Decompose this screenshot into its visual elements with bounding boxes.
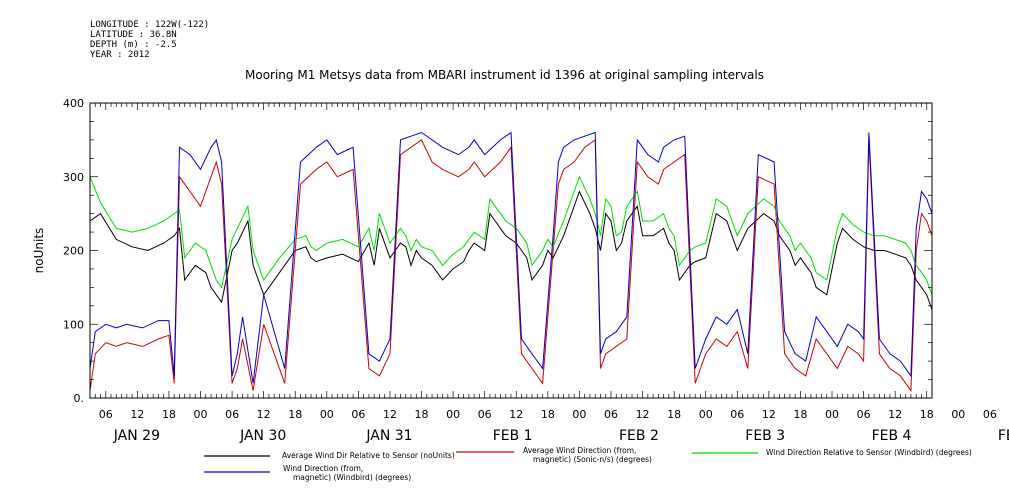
y-tick-label: 400 — [63, 97, 84, 110]
x-hour-tick-label: 12 — [762, 408, 776, 421]
x-day-label: JAN 29 — [113, 428, 160, 444]
series-line-0 — [89, 190, 933, 310]
x-hour-tick-label: 18 — [541, 408, 555, 421]
metadata-block: LONGITUDE : 122W(-122) LATITUDE : 36.8N … — [90, 20, 209, 60]
x-hour-tick-label: 12 — [888, 408, 902, 421]
legend-label-2: Wind Direction Relative to Sensor (Windb… — [766, 448, 972, 457]
x-hour-tick-label: 06 — [351, 408, 365, 421]
x-hour-tick-label: 18 — [920, 408, 934, 421]
x-hour-tick-label: 06 — [225, 408, 239, 421]
x-hour-tick-label: 00 — [194, 408, 208, 421]
x-hour-tick-label: 18 — [288, 408, 302, 421]
y-tick-label: 300 — [63, 171, 84, 184]
legend-label-1: magnetic) (Sonic-n/s) (degrees) — [533, 455, 652, 464]
legend-label-0: Average Wind Dir Relative to Sensor (noU… — [282, 451, 455, 460]
x-hour-tick-label: 18 — [793, 408, 807, 421]
x-hour-tick-label: 00 — [825, 408, 839, 421]
x-hour-tick-label: 12 — [636, 408, 650, 421]
x-hour-tick-label: 12 — [383, 408, 397, 421]
legend-label-3: Wind Direction (from, — [283, 464, 363, 473]
x-hour-tick-label: 12 — [130, 408, 144, 421]
y-tick-label: 0. — [74, 392, 85, 405]
y-tick-label: 100 — [63, 318, 84, 331]
x-hour-tick-label: 00 — [951, 408, 965, 421]
x-day-label: JAN 30 — [239, 428, 286, 444]
x-day-label: FEB 4 — [872, 428, 912, 444]
x-hour-tick-label: 06 — [99, 408, 113, 421]
series-line-2 — [89, 175, 933, 295]
x-day-label: FEB 2 — [619, 428, 659, 444]
depth-label: DEPTH (m) : -2.5 — [90, 40, 177, 50]
x-hour-tick-label: 00 — [446, 408, 460, 421]
legend-label-3: magnetic) (Windbird) (degrees) — [293, 473, 411, 482]
x-day-label: FEB 5 — [998, 428, 1009, 444]
y-axis-label: noUnits — [32, 228, 46, 274]
series-line-3 — [89, 131, 933, 384]
latitude-label: LATITUDE : 36.8N — [90, 30, 177, 40]
x-day-label: FEB 1 — [493, 428, 533, 444]
x-hour-tick-label: 12 — [257, 408, 271, 421]
chart-title: Mooring M1 Metsys data from MBARI instru… — [245, 68, 764, 82]
year-label: YEAR : 2012 — [90, 50, 150, 60]
legend-label-1: Average Wind Direction (from, — [523, 446, 636, 455]
x-hour-tick-label: 06 — [478, 408, 492, 421]
longitude-label: LONGITUDE : 122W(-122) — [90, 20, 210, 30]
x-hour-tick-label: 00 — [572, 408, 586, 421]
x-day-label: JAN 31 — [365, 428, 412, 444]
x-hour-tick-label: 06 — [730, 408, 744, 421]
x-hour-tick-label: 00 — [320, 408, 334, 421]
series-line-1 — [89, 138, 933, 393]
x-hour-tick-label: 06 — [604, 408, 618, 421]
x-day-label: FEB 3 — [745, 428, 785, 444]
x-hour-tick-label: 06 — [983, 408, 997, 421]
x-hour-tick-label: 06 — [857, 408, 871, 421]
x-hour-tick-label: 18 — [162, 408, 176, 421]
y-tick-label: 200 — [63, 245, 84, 258]
x-hour-tick-label: 18 — [415, 408, 429, 421]
x-hour-tick-label: 18 — [667, 408, 681, 421]
x-hour-tick-label: 00 — [699, 408, 713, 421]
x-hour-tick-label: 12 — [509, 408, 523, 421]
